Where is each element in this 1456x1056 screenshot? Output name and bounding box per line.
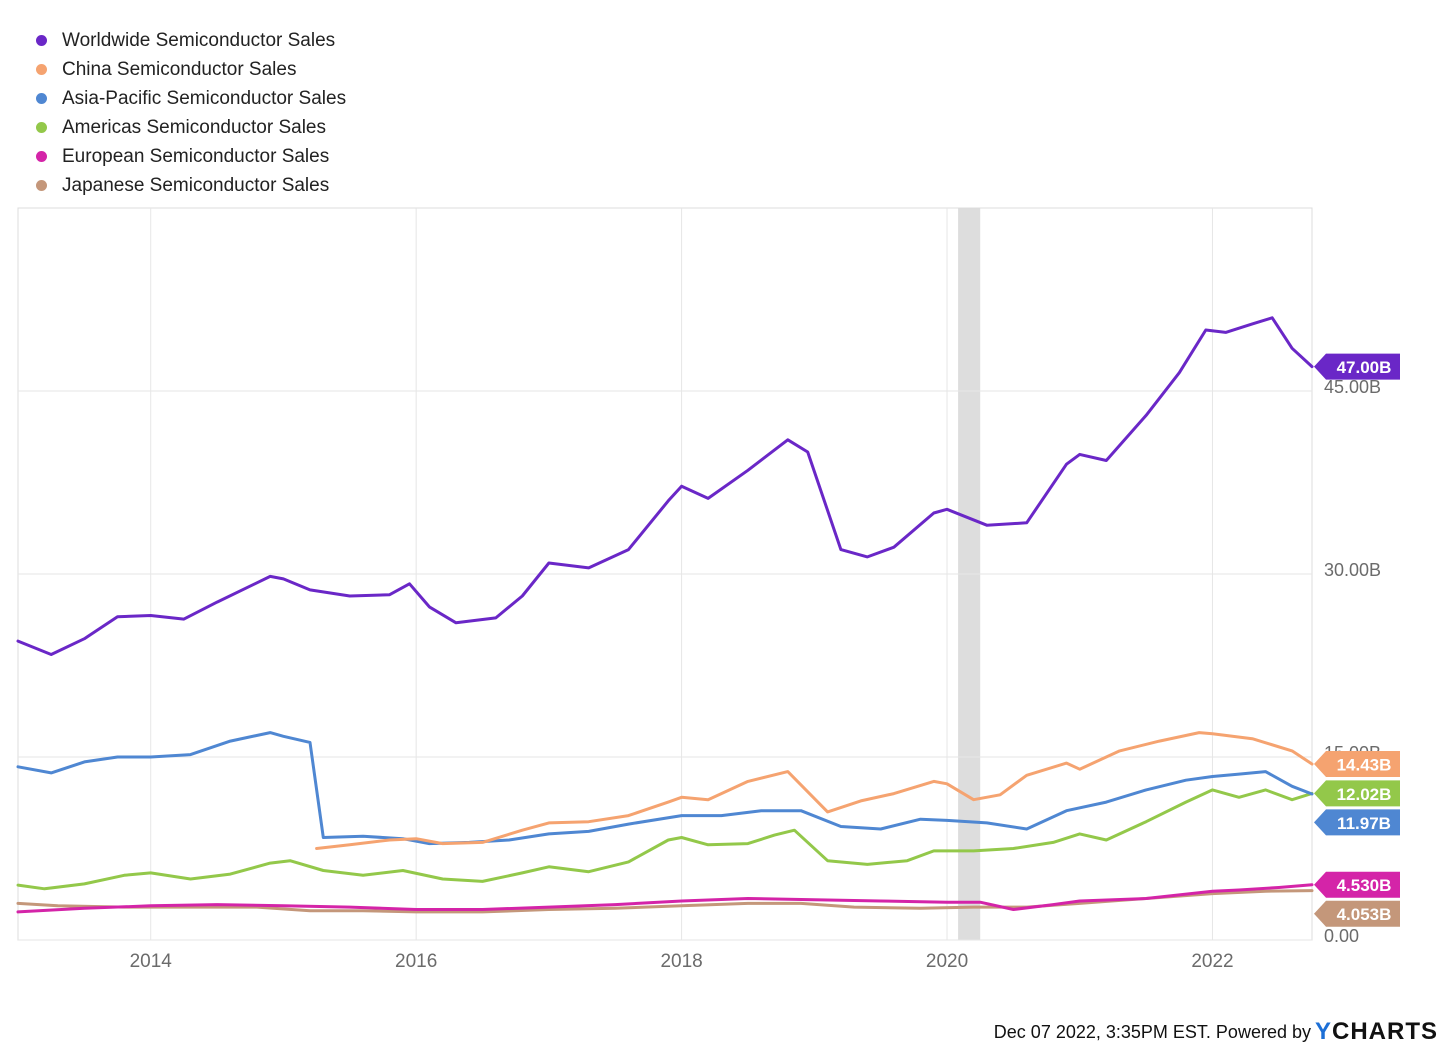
end-value-label: 12.02B — [1337, 785, 1392, 804]
legend-item[interactable]: Asia-Pacific Semiconductor Sales — [36, 84, 346, 113]
legend-dot-icon — [36, 151, 47, 162]
legend-label: China Semiconductor Sales — [62, 58, 297, 80]
ycharts-logo[interactable]: YCHARTS — [1314, 1018, 1438, 1045]
end-value-label: 14.43B — [1337, 755, 1392, 774]
end-value-label: 4.053B — [1337, 905, 1392, 924]
series-line — [16, 316, 1314, 656]
chart-legend: Worldwide Semiconductor Sales China Semic… — [36, 26, 346, 200]
legend-dot-icon — [36, 122, 47, 133]
y-tick-label: 0.00 — [1324, 926, 1359, 946]
legend-dot-icon — [36, 93, 47, 104]
end-value-label: 11.97B — [1337, 814, 1391, 833]
series-line — [315, 731, 1314, 850]
legend-item[interactable]: Worldwide Semiconductor Sales — [36, 26, 346, 55]
series-line — [16, 731, 1314, 846]
legend-label: Asia-Pacific Semiconductor Sales — [62, 87, 347, 109]
legend-label: Japanese Semiconductor Sales — [62, 174, 330, 196]
end-label-flag — [1314, 900, 1400, 927]
end-label-flag — [1314, 780, 1400, 807]
x-tick-label: 2020 — [926, 951, 968, 972]
series-line — [16, 889, 1314, 914]
legend-label: Worldwide Semiconductor Sales — [62, 29, 336, 51]
legend-item[interactable]: European Semiconductor Sales — [36, 142, 346, 171]
end-label-flag — [1314, 353, 1400, 380]
legend-label: Americas Semiconductor Sales — [62, 116, 326, 138]
footer-text: Dec 07 2022, 3:35PM EST. Powered by — [993, 1021, 1311, 1042]
x-tick-label: 2014 — [130, 951, 173, 972]
footer: Dec 07 2022, 3:35PM EST. Powered by YCHA… — [994, 1018, 1438, 1046]
grid-layer — [17, 207, 1313, 941]
end-label-flag — [1314, 809, 1400, 836]
series-line — [16, 883, 1314, 914]
legend-dot-icon — [36, 35, 47, 46]
series-line — [16, 788, 1314, 891]
series-layer — [16, 316, 1314, 914]
end-value-label: 4.530B — [1337, 876, 1392, 895]
end-value-label: 47.00B — [1337, 358, 1392, 377]
x-tick-label: 2016 — [395, 951, 437, 972]
legend-dot-icon — [36, 64, 47, 75]
x-tick-label: 2018 — [660, 951, 702, 972]
x-tick-label: 2022 — [1191, 951, 1233, 972]
y-tick-label: 30.00B — [1324, 560, 1381, 580]
end-label-flag — [1314, 871, 1400, 898]
y-tick-label: 45.00B — [1324, 377, 1381, 397]
end-label-layer: 47.00B 14.43B 12.02B 11.97B 4.530B 4.053B — [1314, 353, 1400, 927]
legend-dot-icon — [36, 180, 47, 191]
end-label-flag — [1314, 750, 1400, 777]
legend-label: European Semiconductor Sales — [62, 145, 330, 167]
legend-item[interactable]: Japanese Semiconductor Sales — [36, 171, 346, 200]
legend-item[interactable]: China Semiconductor Sales — [36, 55, 346, 84]
legend-item[interactable]: Americas Semiconductor Sales — [36, 113, 346, 142]
